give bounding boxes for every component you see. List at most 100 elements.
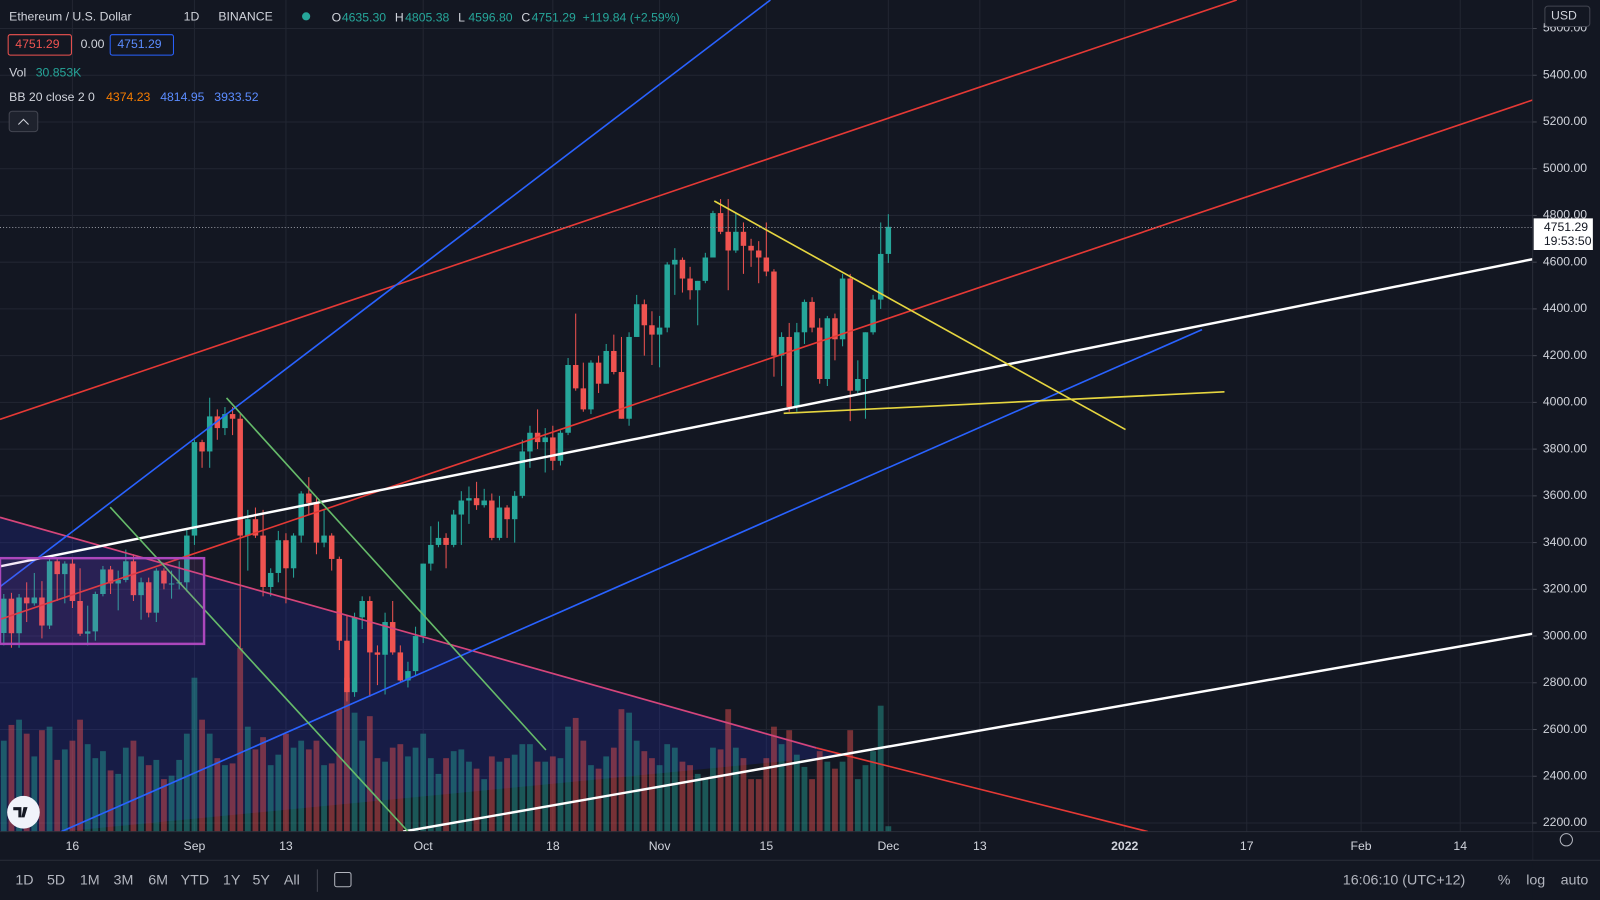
x-tick-label: 17 <box>1240 839 1254 853</box>
clock: 16:06:10 (UTC+12) <box>1343 872 1466 888</box>
candle-body <box>839 278 846 340</box>
volume-bar <box>183 733 190 832</box>
volume-bar <box>420 733 427 832</box>
ohlc-value: 4805.38 <box>405 11 449 25</box>
volume-bar <box>473 768 480 832</box>
volume-bar <box>854 779 861 832</box>
candle-body <box>725 231 731 251</box>
candle-body <box>527 432 533 452</box>
candle-body <box>237 418 243 536</box>
currency-button[interactable] <box>1544 5 1591 28</box>
volume-bar <box>793 754 800 832</box>
volume-bar <box>366 716 373 832</box>
range-box <box>0 556 206 646</box>
countdown: 19:53:50 <box>1544 234 1592 248</box>
range-button[interactable]: 5D <box>47 872 65 888</box>
range-button[interactable]: 1Y <box>223 872 241 888</box>
sell[interactable]: 4751.29 <box>15 37 59 51</box>
x-tick-label: Nov <box>649 839 672 853</box>
volume-bar <box>603 756 610 832</box>
candle-body <box>31 597 38 604</box>
volume-bar <box>504 758 510 832</box>
auto-toggle[interactable]: auto <box>1561 872 1589 888</box>
range-button[interactable]: 3M <box>114 872 134 888</box>
candle-body <box>687 278 693 291</box>
collapse-button[interactable] <box>8 110 39 133</box>
volume-bar <box>649 758 655 832</box>
volume-bar <box>138 756 144 832</box>
candle-body <box>298 493 304 536</box>
volume-bar <box>31 756 38 832</box>
sell-button[interactable] <box>7 34 72 56</box>
candle-body <box>199 442 205 452</box>
trend-line <box>60 328 1203 833</box>
y-tick-label: 5200.00 <box>1543 114 1587 128</box>
volume-bar <box>61 749 68 832</box>
range-button[interactable]: 1D <box>15 872 33 888</box>
range-button[interactable]: YTD <box>181 872 210 888</box>
volume-bar <box>374 758 381 832</box>
volume-bar <box>839 761 846 832</box>
y-tick-label: 2400.00 <box>1543 768 1587 782</box>
log-toggle[interactable]: log <box>1526 872 1545 888</box>
candle-body <box>755 250 762 258</box>
currency[interactable]: USD <box>1551 9 1577 23</box>
candle-body <box>389 622 396 653</box>
volume-bar <box>397 744 404 832</box>
candle-body <box>816 327 823 380</box>
spread: 0.00 <box>81 37 105 51</box>
candle-body <box>153 570 160 613</box>
y-tick-label: 4600.00 <box>1543 254 1587 268</box>
settings-icon[interactable] <box>1559 833 1573 847</box>
y-tick-label: 4200.00 <box>1543 348 1587 362</box>
x-tick-label: 18 <box>546 839 560 853</box>
trend-line <box>816 747 1149 833</box>
date-range-icon[interactable] <box>334 871 352 888</box>
candle-body <box>847 278 853 391</box>
volume-bar <box>8 724 15 832</box>
range-button[interactable]: 5Y <box>252 872 270 888</box>
candle-body <box>443 537 449 545</box>
candle-body <box>39 597 45 626</box>
candle-body <box>313 502 320 543</box>
ohlc-label: O <box>332 11 342 25</box>
volume-bar <box>389 747 396 832</box>
candle-body <box>23 597 30 604</box>
volume-bar <box>252 749 259 832</box>
volume-bar <box>130 740 137 832</box>
candle-body <box>786 336 792 408</box>
volume-bar <box>557 758 564 832</box>
volume-bar <box>107 770 114 832</box>
trend-line <box>225 397 547 751</box>
buy[interactable]: 4751.29 <box>117 37 161 51</box>
bb-label: BB 20 close 2 0 <box>9 90 95 104</box>
buy-button[interactable] <box>109 34 174 56</box>
candle-body <box>633 304 640 337</box>
candle-body <box>641 304 648 326</box>
candle-body <box>649 325 655 335</box>
volume-bar <box>16 719 22 832</box>
percent-toggle[interactable]: % <box>1498 872 1511 888</box>
candle-body <box>229 414 236 419</box>
range-button[interactable]: 1M <box>80 872 100 888</box>
volume-bar <box>755 779 762 832</box>
trend-line <box>713 200 1126 431</box>
volume-bar <box>23 733 30 832</box>
range-button[interactable]: 6M <box>148 872 168 888</box>
x-tick-label: Feb <box>1351 839 1372 853</box>
ohlc-label: L <box>458 11 465 25</box>
axis-labels: 2200.00 2400.00 2600.00 2800.00 3000.00 3200.… <box>66 21 1588 853</box>
volume-bar <box>145 765 152 832</box>
volume-bar <box>275 754 282 832</box>
candle-body <box>672 259 678 265</box>
volume-bar <box>458 749 465 832</box>
volume-bar <box>115 773 122 832</box>
y-tick-label: 4000.00 <box>1543 395 1587 409</box>
candle-body <box>588 362 594 410</box>
volume-bar <box>405 756 411 832</box>
exchange: BINANCE <box>218 10 272 24</box>
volume-bar <box>0 740 7 832</box>
candle-body <box>862 332 869 380</box>
x-tick-label: 13 <box>279 839 293 853</box>
range-button[interactable]: All <box>284 872 300 888</box>
